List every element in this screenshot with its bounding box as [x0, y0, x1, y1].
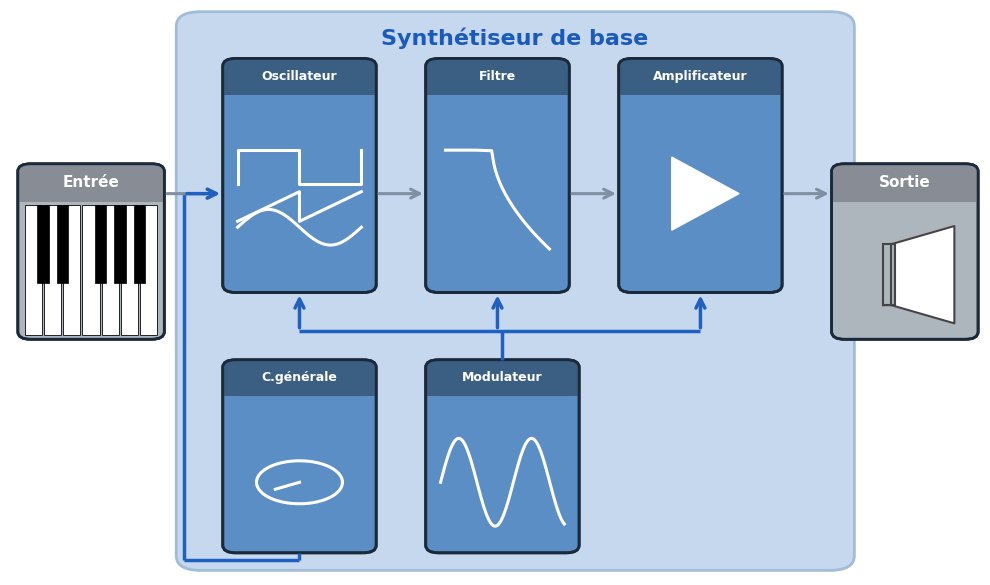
Bar: [44, 205, 61, 335]
FancyBboxPatch shape: [223, 58, 376, 95]
Bar: [883, 245, 895, 305]
Bar: [102, 205, 119, 335]
Bar: [223, 78, 376, 95]
FancyBboxPatch shape: [426, 360, 579, 396]
Bar: [426, 78, 569, 95]
Bar: [426, 380, 579, 396]
Bar: [223, 380, 376, 396]
FancyBboxPatch shape: [426, 58, 569, 292]
Text: Synthétiseur de base: Synthétiseur de base: [381, 27, 648, 49]
Polygon shape: [671, 157, 739, 230]
FancyBboxPatch shape: [18, 164, 164, 202]
FancyBboxPatch shape: [176, 12, 854, 570]
FancyBboxPatch shape: [619, 58, 782, 95]
Bar: [63, 205, 80, 335]
FancyBboxPatch shape: [426, 360, 579, 553]
Polygon shape: [883, 226, 954, 324]
Bar: [38, 205, 49, 283]
FancyBboxPatch shape: [619, 58, 782, 292]
FancyBboxPatch shape: [832, 164, 978, 202]
Text: Oscillateur: Oscillateur: [261, 70, 338, 83]
Bar: [95, 205, 106, 283]
FancyBboxPatch shape: [223, 360, 376, 396]
Bar: [832, 185, 978, 202]
FancyBboxPatch shape: [832, 164, 978, 339]
FancyBboxPatch shape: [223, 58, 376, 292]
Text: Sortie: Sortie: [879, 176, 931, 190]
Bar: [134, 205, 145, 283]
Text: Entrée: Entrée: [62, 176, 120, 190]
Text: C.générale: C.générale: [261, 371, 338, 384]
Text: Modulateur: Modulateur: [462, 371, 543, 384]
Bar: [121, 205, 139, 335]
Text: Amplificateur: Amplificateur: [653, 70, 747, 83]
Bar: [619, 78, 782, 95]
Text: Filtre: Filtre: [479, 70, 516, 83]
FancyBboxPatch shape: [223, 360, 376, 553]
Bar: [25, 205, 42, 335]
Bar: [56, 205, 67, 283]
FancyBboxPatch shape: [18, 164, 164, 339]
Bar: [141, 205, 157, 335]
Bar: [82, 205, 100, 335]
Bar: [115, 205, 126, 283]
Bar: [18, 185, 164, 202]
FancyBboxPatch shape: [426, 58, 569, 95]
